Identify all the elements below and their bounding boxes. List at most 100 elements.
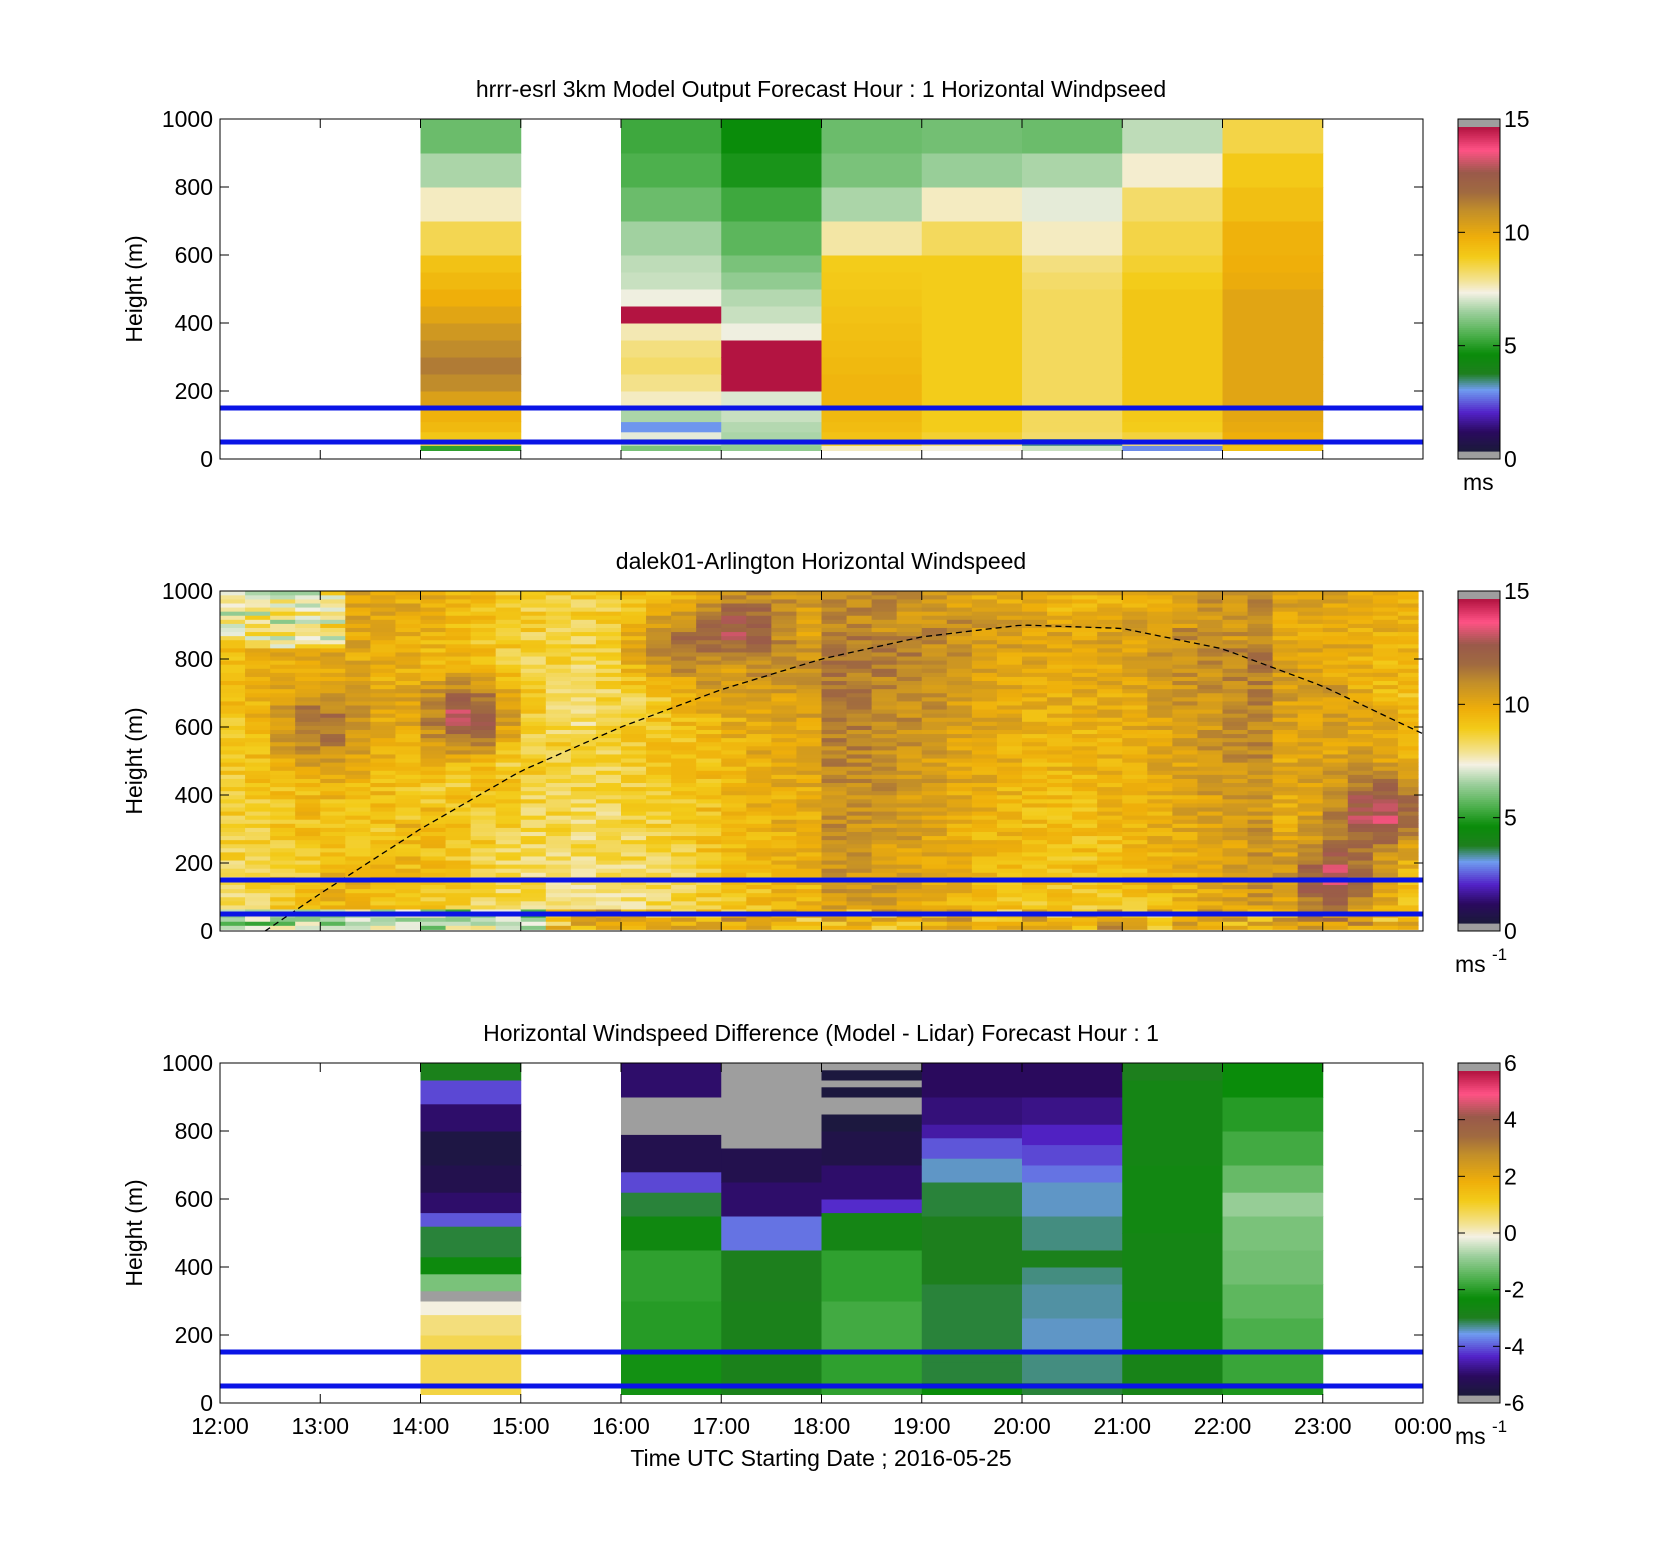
heatmap-cell	[1147, 835, 1173, 841]
heatmap-cell	[295, 713, 321, 718]
heatmap-cell	[1297, 672, 1324, 677]
heatmap-cell	[220, 692, 246, 698]
heatmap-cell	[1022, 688, 1048, 694]
heatmap-cell	[771, 680, 798, 686]
colorbar-segment	[1458, 645, 1500, 649]
heatmap-cell	[420, 357, 522, 375]
heatmap-cell	[846, 896, 873, 902]
heatmap-cell	[946, 802, 973, 808]
heatmap-cell	[721, 591, 747, 596]
heatmap-cell	[621, 815, 647, 820]
heatmap-cell	[420, 762, 447, 767]
heatmap-cell	[621, 660, 647, 665]
colorbar-segment	[1458, 291, 1500, 294]
heatmap-cell	[846, 639, 873, 645]
heatmap-cell	[871, 762, 898, 767]
colorbar-segment	[1458, 710, 1500, 713]
heatmap-cell	[395, 864, 422, 869]
heatmap-cell	[771, 688, 798, 694]
heatmap-cell	[545, 733, 572, 739]
heatmap-cell	[1247, 745, 1274, 751]
colorbar-segment	[1458, 1386, 1500, 1390]
heatmap-cell	[846, 925, 873, 930]
heatmap-cell	[495, 749, 522, 755]
heatmap-cell	[971, 896, 998, 902]
heatmap-cell	[971, 717, 998, 722]
heatmap-cell	[821, 255, 923, 273]
colorbar-segment	[1458, 809, 1500, 813]
heatmap-cell	[570, 831, 597, 837]
heatmap-cell	[1297, 921, 1324, 926]
heatmap-cell	[1172, 668, 1199, 673]
heatmap-cell	[1297, 904, 1324, 910]
heatmap-cell	[1372, 843, 1399, 849]
heatmap-cell	[1022, 357, 1123, 375]
heatmap-cell	[245, 635, 271, 641]
heatmap-cell	[1372, 688, 1399, 694]
heatmap-cell	[971, 774, 998, 779]
heatmap-cell	[445, 594, 472, 600]
heatmap-cell	[470, 741, 497, 747]
heatmap-cell	[796, 725, 823, 730]
heatmap-cell	[621, 602, 647, 608]
heatmap-cell	[946, 635, 973, 641]
heatmap-cell	[1072, 745, 1098, 751]
heatmap-cell	[220, 794, 246, 800]
heatmap-cell	[270, 594, 296, 600]
heatmap-cell	[1272, 900, 1299, 906]
heatmap-cell	[721, 651, 747, 657]
heatmap-cell	[320, 676, 346, 682]
heatmap-cell	[370, 892, 397, 898]
heatmap-cell	[721, 831, 747, 837]
heatmap-cell	[696, 651, 722, 657]
heatmap-cell	[971, 880, 998, 886]
heatmap-cell	[1022, 1250, 1123, 1268]
heatmap-cell	[245, 668, 271, 673]
heatmap-cell	[470, 717, 497, 722]
heatmap-cell	[570, 696, 597, 702]
heatmap-cell	[996, 868, 1023, 873]
heatmap-cell	[821, 639, 848, 645]
heatmap-cell	[445, 660, 472, 665]
colorbar-tick-label: 15	[1504, 578, 1530, 604]
colorbar-segment	[1458, 823, 1500, 827]
heatmap-cell	[420, 864, 447, 869]
heatmap-cell	[420, 855, 447, 861]
heatmap-cell	[1022, 668, 1048, 673]
heatmap-cell	[470, 631, 497, 637]
heatmap-cell	[1397, 660, 1419, 665]
heatmap-cell	[1172, 823, 1199, 828]
heatmap-cell	[595, 757, 622, 763]
heatmap-cell	[1022, 855, 1048, 861]
heatmap-cell	[796, 696, 823, 702]
heatmap-cell	[345, 819, 371, 824]
heatmap-cell	[1072, 647, 1098, 653]
heatmap-cell	[921, 700, 948, 706]
heatmap-cell	[1222, 1063, 1324, 1098]
heatmap-cell	[996, 921, 1023, 926]
heatmap-cell	[896, 737, 923, 743]
heatmap-cell	[1247, 908, 1274, 914]
heatmap-cell	[445, 749, 472, 755]
heatmap-cell	[520, 880, 547, 886]
colorbar-segment	[1458, 1289, 1500, 1293]
heatmap-cell	[1322, 704, 1349, 710]
heatmap-cell	[220, 684, 246, 690]
heatmap-cell	[821, 1086, 923, 1098]
heatmap-cell	[1172, 888, 1199, 894]
heatmap-cell	[846, 745, 873, 751]
heatmap-cell	[1347, 635, 1374, 641]
heatmap-cell	[1397, 688, 1419, 694]
heatmap-cell	[1247, 892, 1274, 898]
heatmap-cell	[545, 619, 572, 624]
heatmap-cell	[696, 606, 722, 612]
heatmap-cell	[646, 778, 672, 784]
heatmap-cell	[896, 757, 923, 763]
heatmap-cell	[1222, 733, 1249, 739]
heatmap-cell	[470, 619, 497, 624]
colorbar-segment	[1458, 706, 1500, 709]
heatmap-cell	[320, 672, 346, 677]
colorbar-segment	[1458, 301, 1500, 304]
heatmap-cell	[946, 757, 973, 763]
heatmap-cell	[1222, 892, 1249, 898]
